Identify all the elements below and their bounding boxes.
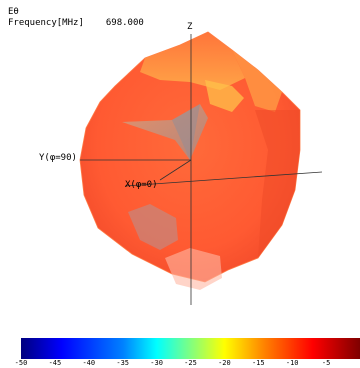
colorbar-tick: -25 (184, 359, 197, 367)
colorbar-tick: -50 (14, 359, 28, 367)
colorbar-tick: -20 (218, 359, 231, 367)
colorbar (21, 338, 360, 359)
frequency-value: 698.000 (105, 18, 144, 28)
bottom-lobe (165, 248, 222, 290)
x-axis (124, 171, 323, 187)
colorbar-ticks: -50 -45 -40 -35 -30 -25 -20 -15 -10 -5 (0, 359, 360, 368)
z-axis-label: Z (187, 22, 193, 32)
inner-facet-dark (172, 104, 200, 160)
colorbar-tick: -45 (48, 359, 62, 367)
yellow-spot (205, 80, 244, 112)
colorbar-tick: -30 (150, 359, 163, 367)
plot-header: Eθ Frequency[MHz] 698.000 (8, 7, 144, 29)
x-axis-label: X(φ=0) (125, 180, 158, 190)
top-lobe-highlight (140, 32, 245, 90)
colorbar-tick: -15 (251, 359, 265, 367)
right-lobe-highlight (232, 50, 282, 112)
lower-facet (128, 204, 178, 250)
colorbar-tick: -35 (116, 359, 130, 367)
colorbar-tick: -5 (321, 359, 331, 367)
frequency-label: Frequency[MHz] (8, 18, 84, 28)
x-axis-inner (159, 159, 192, 181)
right-side-shade (255, 110, 300, 258)
quantity-label: Eθ (8, 7, 19, 17)
y-axis-label: Y(φ=90) (39, 153, 77, 163)
frequency-row: Frequency[MHz] 698.000 (8, 18, 144, 29)
colorbar-tick: -10 (285, 359, 299, 367)
radiation-pattern-plot[interactable] (0, 0, 360, 330)
colorbar-tick: -40 (82, 359, 96, 367)
